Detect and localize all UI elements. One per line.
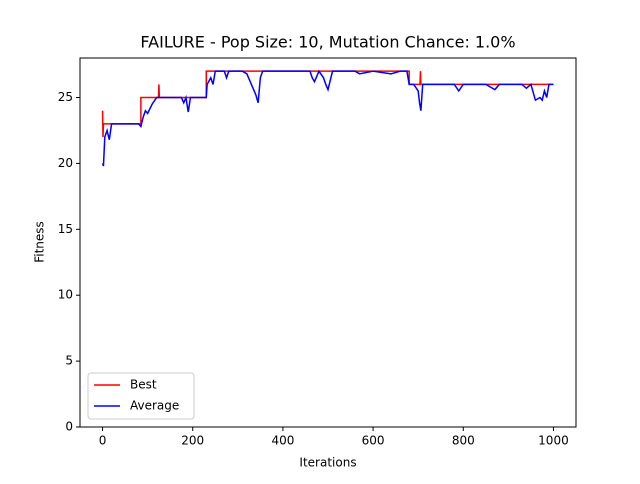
chart-title: FAILURE - Pop Size: 10, Mutation Chance:… <box>140 33 515 52</box>
legend-label: Average <box>130 399 179 413</box>
y-tick-label: 0 <box>65 420 73 434</box>
legend-label: Best <box>130 378 157 392</box>
plot-frame <box>79 57 577 428</box>
x-tick-label: 1000 <box>538 434 569 448</box>
y-tick-label: 20 <box>58 156 73 170</box>
y-axis-label: Fitness <box>33 221 47 263</box>
y-tick-label: 5 <box>65 354 73 368</box>
x-axis-label: Iterations <box>299 456 356 470</box>
series-line <box>101 69 554 167</box>
x-tick-label: 200 <box>181 434 204 448</box>
y-tick-label: 10 <box>58 288 73 302</box>
x-tick-label: 400 <box>271 434 294 448</box>
x-tick-label: 0 <box>99 434 107 448</box>
y-tick-label: 25 <box>58 90 73 104</box>
x-tick-label: 600 <box>362 434 385 448</box>
series-line <box>101 70 554 138</box>
x-tick-label: 800 <box>452 434 475 448</box>
y-tick-label: 15 <box>58 222 73 236</box>
